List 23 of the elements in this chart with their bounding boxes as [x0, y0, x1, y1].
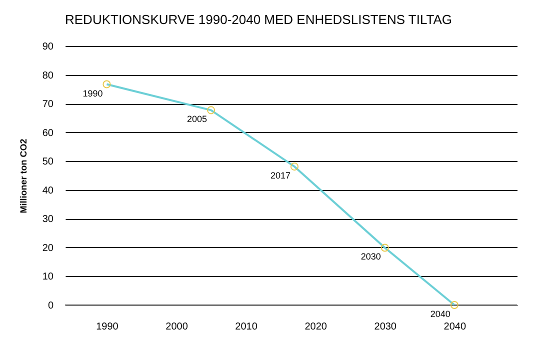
y-tick-label: 0 — [48, 300, 54, 312]
y-tick-label: 20 — [42, 242, 54, 254]
annotation: 2017 — [270, 170, 290, 181]
y-tick-label: 70 — [42, 99, 54, 110]
y-tick-label: 40 — [42, 185, 54, 196]
annotation: 2030 — [360, 252, 381, 262]
annotation: 2005 — [187, 114, 208, 124]
y-tick-label: 60 — [42, 128, 54, 139]
y-axis-title: Millioner ton CO2 — [18, 138, 28, 214]
chart-title: REDUKTIONSKURVE 1990-2040 MED ENHEDSLISTENS TILTAG — [65, 12, 452, 27]
y-tick-label: 30 — [42, 214, 54, 226]
y-tick-label: 50 — [42, 156, 54, 168]
x-tick-label: 2000 — [166, 322, 188, 332]
annotation: 2040 — [430, 309, 450, 319]
x-tick-label: 2030 — [374, 322, 397, 332]
x-tick-label: 1990 — [96, 322, 119, 332]
x-tick-label: 2020 — [304, 322, 328, 332]
y-tick-label: 80 — [42, 70, 54, 82]
x-tick-label: 2040 — [444, 322, 466, 332]
y-tick-label: 10 — [42, 272, 54, 283]
y-tick-label: 90 — [42, 42, 54, 52]
annotation: 1990 — [82, 88, 103, 98]
x-tick-label: 2010 — [235, 322, 258, 332]
